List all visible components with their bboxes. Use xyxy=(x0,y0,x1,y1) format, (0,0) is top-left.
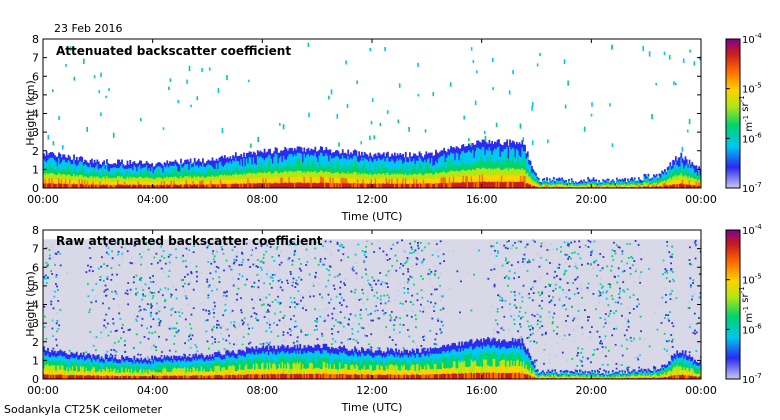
x-tick-label: 16:00 xyxy=(466,193,498,206)
heatmap-raw xyxy=(43,239,703,379)
x-tick-label: 04:00 xyxy=(137,193,169,206)
x-tick-label: 04:00 xyxy=(137,384,169,397)
x-tick-label: 12:00 xyxy=(356,384,388,397)
x-tick-label: 12:00 xyxy=(356,193,388,206)
x-tick-label: 08:00 xyxy=(246,384,278,397)
colorbar-tick-label: 10-4 xyxy=(742,32,762,46)
x-axis-label: Time (UTC) xyxy=(341,401,403,414)
colorbar-tick-label: 10-5 xyxy=(742,82,762,96)
colorbar-tick-label: 10-5 xyxy=(742,273,762,287)
x-axis-label: Time (UTC) xyxy=(341,210,403,223)
colorbar-gradient xyxy=(726,39,740,188)
date-label: 23 Feb 2016 xyxy=(54,22,122,35)
x-tick-label: 00:00 xyxy=(685,193,717,206)
x-tick-label: 08:00 xyxy=(246,193,278,206)
y-tick-label: 0 xyxy=(32,373,39,386)
panel-title: Raw attenuated backscatter coefficient xyxy=(56,234,323,248)
y-axis-label: Height (km) xyxy=(24,80,37,146)
x-tick-label: 20:00 xyxy=(575,193,607,206)
y-tick-label: 8 xyxy=(32,224,39,237)
panel-title: Attenuated backscatter coefficient xyxy=(56,44,291,58)
colorbar: 10-7 10-6 10-5 10-4 m-1 sr-1 xyxy=(726,223,762,386)
colorbar-unit: m-1 sr-1 xyxy=(738,286,755,322)
y-tick-label: 1 xyxy=(32,163,39,176)
y-tick-label: 8 xyxy=(32,33,39,46)
colorbar-tick-label: 10-7 xyxy=(742,181,762,195)
x-tick-label: 16:00 xyxy=(466,384,498,397)
x-tick-label: 00:00 xyxy=(685,384,717,397)
y-tick-label: 0 xyxy=(32,182,39,195)
colorbar-tick-label: 10-6 xyxy=(742,322,762,336)
footer-label: Sodankyla CT25K ceilometer xyxy=(4,403,163,416)
x-tick-label: 20:00 xyxy=(575,384,607,397)
y-axis-label: Height (km) xyxy=(24,271,37,337)
y-tick-label: 1 xyxy=(32,354,39,367)
panel-raw: Raw attenuated backscatter coefficient 0… xyxy=(24,223,762,414)
y-tick-label: 7 xyxy=(32,243,39,256)
colorbar-tick-label: 10-4 xyxy=(742,223,762,237)
colorbar-tick-label: 10-6 xyxy=(742,131,762,145)
y-tick-label: 7 xyxy=(32,52,39,65)
colorbar-gradient xyxy=(726,230,740,379)
colorbar-unit: m-1 sr-1 xyxy=(738,95,755,131)
colorbar-tick-label: 10-7 xyxy=(742,372,762,386)
panel-attenuated: Attenuated backscatter coefficient 00:00… xyxy=(24,32,762,223)
colorbar: 10-7 10-6 10-5 10-4 m-1 sr-1 xyxy=(726,32,762,195)
